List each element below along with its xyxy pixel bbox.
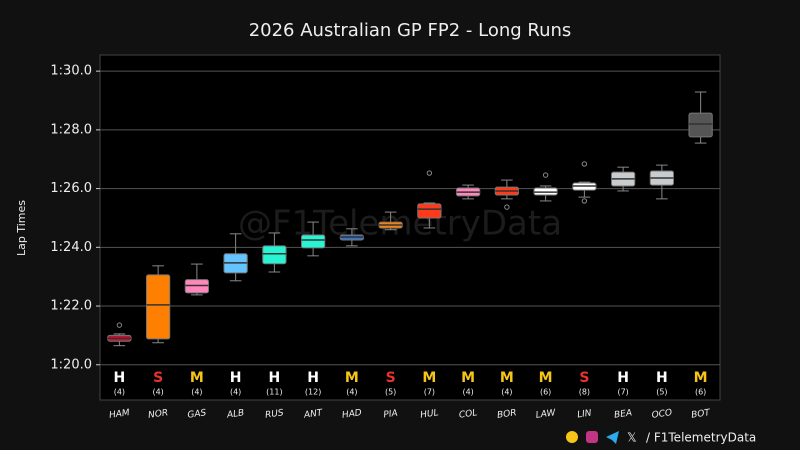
outlier bbox=[504, 204, 510, 210]
lap-count: (11) bbox=[266, 388, 282, 397]
x-tick-label: ALB bbox=[225, 408, 245, 420]
lap-count: (4) bbox=[346, 388, 357, 397]
compound: S bbox=[153, 370, 163, 386]
lap-count: (5) bbox=[656, 388, 667, 397]
outlier bbox=[542, 172, 549, 178]
x-tick-label: HAM bbox=[108, 408, 130, 421]
x-tick-label: GAS bbox=[187, 408, 207, 421]
compound: H bbox=[656, 370, 668, 386]
x-tick-label: PIA bbox=[383, 409, 399, 421]
compound: H bbox=[617, 370, 629, 386]
outlier bbox=[581, 198, 588, 204]
box bbox=[417, 203, 442, 219]
x-tick-label: NOR bbox=[148, 408, 169, 421]
x-tick-label: BEA bbox=[614, 408, 633, 420]
y-axis-label: Lap Times bbox=[15, 200, 28, 256]
compound: S bbox=[386, 370, 396, 386]
outlier bbox=[116, 322, 123, 328]
plot-area bbox=[99, 54, 721, 401]
outlier bbox=[426, 170, 433, 176]
y-tick-label: 1:30.0 bbox=[50, 64, 92, 79]
x-tick-label: ANT bbox=[302, 408, 324, 421]
x-tick-label: COL bbox=[458, 408, 478, 420]
box bbox=[301, 234, 326, 249]
compound: M bbox=[539, 370, 553, 386]
compound: M bbox=[694, 370, 708, 386]
y-tick-label: 1:26.0 bbox=[50, 181, 92, 196]
outlier bbox=[581, 161, 588, 167]
y-tick-label: 1:28.0 bbox=[50, 122, 92, 137]
x-tick-label: HAD bbox=[341, 408, 362, 421]
compound: S bbox=[579, 370, 589, 386]
compound: M bbox=[345, 370, 359, 386]
lap-count: (4) bbox=[114, 388, 125, 397]
lap-count: (4) bbox=[152, 388, 163, 397]
lap-count: (4) bbox=[501, 388, 512, 397]
lap-count: (6) bbox=[540, 388, 551, 397]
box bbox=[262, 245, 287, 265]
lap-count: (6) bbox=[695, 388, 706, 397]
x-tick-label: BOT bbox=[691, 408, 712, 421]
box bbox=[688, 112, 713, 138]
compound: M bbox=[422, 370, 436, 386]
x-tick-label: LIN bbox=[577, 409, 593, 421]
compound: H bbox=[269, 370, 281, 386]
social-icons: 𝕏 bbox=[566, 431, 637, 445]
lap-count: (12) bbox=[305, 388, 321, 397]
compound: H bbox=[307, 370, 319, 386]
y-tick-label: 1:20.0 bbox=[50, 357, 92, 372]
x-tick-label: BOR bbox=[497, 408, 518, 421]
x-tick-label: OCO bbox=[651, 408, 673, 421]
x-tick-label: RUS bbox=[265, 408, 285, 421]
chart-title: 2026 Australian GP FP2 - Long Runs bbox=[249, 20, 572, 41]
lap-count: (7) bbox=[617, 388, 628, 397]
lap-count: (7) bbox=[424, 388, 435, 397]
compound: M bbox=[500, 370, 514, 386]
compound: M bbox=[190, 370, 204, 386]
lap-count: (8) bbox=[579, 388, 590, 397]
box bbox=[146, 274, 171, 340]
x-tick-label: HUL bbox=[420, 408, 440, 420]
lap-count: (5) bbox=[385, 388, 396, 397]
svg-text:𝕏: 𝕏 bbox=[627, 431, 637, 445]
compound: H bbox=[230, 370, 242, 386]
footer-handle: / F1TelemetryData bbox=[646, 431, 756, 445]
lap-count: (4) bbox=[230, 388, 241, 397]
y-tick-label: 1:22.0 bbox=[50, 299, 92, 314]
compound: H bbox=[114, 370, 126, 386]
compound: M bbox=[461, 370, 475, 386]
lap-count: (4) bbox=[462, 388, 473, 397]
y-tick-label: 1:24.0 bbox=[50, 240, 92, 255]
x-tick-label: LAW bbox=[535, 408, 557, 421]
lap-count: (4) bbox=[191, 388, 202, 397]
